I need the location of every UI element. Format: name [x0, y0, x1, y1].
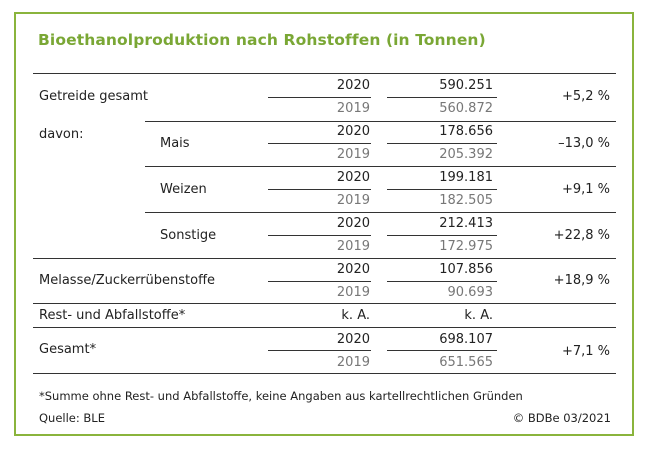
weizen-label: Weizen [160, 182, 207, 197]
weizen-year-2019: 2019 [336, 193, 370, 208]
mais-change: –13,0 % [558, 136, 610, 151]
weizen-year-2020: 2020 [336, 170, 370, 185]
getreide-year-2020: 2020 [336, 78, 370, 93]
table-bottom-rule [33, 373, 616, 374]
getreide-inner-rule-year [268, 97, 371, 98]
melasse-inner-rule-value [387, 281, 497, 282]
melasse-year-2019: 2019 [336, 285, 370, 300]
mais-bottom-rule [145, 166, 616, 167]
mais-inner-rule-value [387, 143, 497, 144]
gesamt-inner-rule-year [268, 350, 371, 351]
rest-label: Rest- und Abfallstoffe* [39, 308, 186, 323]
sonstige-year-2019: 2019 [336, 239, 370, 254]
sonstige-label: Sonstige [160, 228, 217, 243]
gesamt-change: +7,1 % [561, 344, 610, 359]
rest-bottom-rule [33, 327, 616, 328]
getreide-value-2020: 590.251 [439, 78, 493, 93]
sonstige-change: +22,8 % [553, 228, 610, 243]
weizen-value-2019: 182.505 [439, 193, 493, 208]
getreide-value-2019: 560.872 [439, 101, 493, 116]
melasse-year-2020: 2020 [336, 262, 370, 277]
sonstige-year-2020: 2020 [336, 216, 370, 231]
melasse-change: +18,9 % [553, 273, 610, 288]
davon-label: davon: [39, 127, 84, 142]
getreide-inner-rule-value [387, 97, 497, 98]
getreide-bottom-rule [145, 121, 616, 122]
infobox-frame [14, 12, 634, 436]
mais-value-2019: 205.392 [439, 147, 493, 162]
melasse-value-2020: 107.856 [439, 262, 493, 277]
melasse-value-2019: 90.693 [447, 285, 494, 300]
mais-value-2020: 178.656 [439, 124, 493, 139]
getreide-year-2019: 2019 [336, 101, 370, 116]
mais-inner-rule-year [268, 143, 371, 144]
sonstige-inner-rule-value [387, 235, 497, 236]
mais-year-2020: 2020 [336, 124, 370, 139]
weizen-inner-rule-year [268, 189, 371, 190]
rest-col-value: k. A. [464, 308, 493, 323]
gesamt-year-2020: 2020 [336, 332, 370, 347]
getreide-change: +5,2 % [561, 89, 610, 104]
table-title: Bioethanolproduktion nach Rohstoffen (in… [38, 31, 486, 49]
weizen-value-2020: 199.181 [439, 170, 493, 185]
rest-col-year: k. A. [341, 308, 370, 323]
gesamt-year-2019: 2019 [336, 355, 370, 370]
sonstige-value-2019: 172.975 [439, 239, 493, 254]
weizen-change: +9,1 % [561, 182, 610, 197]
melasse-inner-rule-year [268, 281, 371, 282]
melasse-label: Melasse/Zuckerrübenstoffe [39, 273, 216, 288]
mais-year-2019: 2019 [336, 147, 370, 162]
footnote: *Summe ohne Rest- und Abfallstoffe, kein… [39, 389, 523, 403]
getreide-label: Getreide gesamt [39, 89, 148, 104]
melasse-bottom-rule [33, 303, 616, 304]
gesamt-value-2019: 651.565 [439, 355, 493, 370]
gesamt-value-2020: 698.107 [439, 332, 493, 347]
copyright-note: © BDBe 03/2021 [512, 411, 611, 425]
sonstige-value-2020: 212.413 [439, 216, 493, 231]
mais-label: Mais [160, 136, 190, 151]
gesamt-label: Gesamt* [39, 342, 97, 357]
weizen-inner-rule-value [387, 189, 497, 190]
weizen-bottom-rule [145, 212, 616, 213]
sonstige-bottom-rule [33, 258, 616, 259]
source-note: Quelle: BLE [39, 411, 105, 425]
gesamt-inner-rule-value [387, 350, 497, 351]
sonstige-inner-rule-year [268, 235, 371, 236]
table-top-rule [33, 73, 616, 74]
